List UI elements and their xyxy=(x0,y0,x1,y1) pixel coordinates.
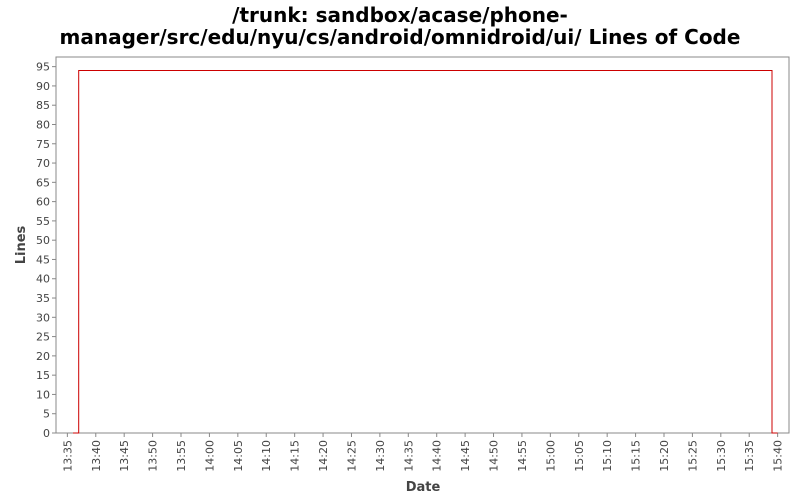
x-tick-label: 14:05 xyxy=(232,440,245,472)
x-tick-label: 15:10 xyxy=(601,440,614,472)
y-axis-label: Lines xyxy=(14,225,29,264)
x-tick-label: 15:05 xyxy=(573,440,586,472)
x-tick-label: 14:00 xyxy=(203,440,216,472)
y-tick-label: 10 xyxy=(36,388,50,401)
x-tick-label: 14:35 xyxy=(402,440,415,472)
x-axis-label: Date xyxy=(406,480,441,495)
x-tick-label: 15:25 xyxy=(686,440,699,472)
x-tick-label: 14:20 xyxy=(317,440,330,472)
series-line-0 xyxy=(73,70,778,434)
x-tick-label: 14:10 xyxy=(260,440,273,472)
plot-area xyxy=(55,56,790,434)
y-tick-label: 45 xyxy=(36,253,50,266)
x-tick-label: 15:35 xyxy=(743,440,756,472)
y-tick-label: 80 xyxy=(36,118,50,131)
y-tick-label: 15 xyxy=(36,369,50,382)
y-tick-label: 90 xyxy=(36,80,50,93)
y-tick-label: 70 xyxy=(36,157,50,170)
chart-title-line-1: /trunk: sandbox/acase/phone- xyxy=(232,3,568,27)
x-tick-label: 13:50 xyxy=(147,440,160,472)
y-tick-label: 25 xyxy=(36,331,50,344)
x-tick-label: 13:40 xyxy=(90,440,103,472)
x-axis: 13:35 13:40 13:45 13:50 13:55 14:00 14:05 14:10… xyxy=(61,433,785,472)
x-tick-label: 13:45 xyxy=(118,440,131,472)
x-tick-label: 13:35 xyxy=(61,440,74,472)
x-tick-label: 14:30 xyxy=(374,440,387,472)
y-tick-label: 55 xyxy=(36,215,50,228)
y-tick-label: 50 xyxy=(36,234,50,247)
x-tick-label: 14:40 xyxy=(431,440,444,472)
y-tick-label: 20 xyxy=(36,350,50,363)
x-tick-label: 14:15 xyxy=(289,440,302,472)
series-group xyxy=(73,70,778,434)
x-tick-label: 15:40 xyxy=(772,440,785,472)
y-tick-label: 0 xyxy=(43,427,50,440)
y-tick-label: 5 xyxy=(43,408,50,421)
y-tick-label: 95 xyxy=(36,61,50,74)
x-tick-label: 13:55 xyxy=(175,440,188,472)
x-tick-label: 15:15 xyxy=(630,440,643,472)
x-tick-label: 15:00 xyxy=(544,440,557,472)
x-tick-label: 14:55 xyxy=(516,440,529,472)
y-tick-label: 85 xyxy=(36,99,50,112)
x-tick-label: 14:45 xyxy=(459,440,472,472)
chart-title-line-2: manager/src/edu/nyu/cs/android/omnidroid… xyxy=(59,25,741,49)
y-tick-label: 30 xyxy=(36,311,50,324)
x-tick-label: 14:50 xyxy=(488,440,501,472)
y-tick-label: 65 xyxy=(36,176,50,189)
y-tick-label: 60 xyxy=(36,196,50,209)
y-tick-label: 35 xyxy=(36,292,50,305)
y-tick-label: 75 xyxy=(36,138,50,151)
x-tick-label: 15:20 xyxy=(658,440,671,472)
y-axis: 0 5 10 15 20 25 30 35 40 45 50 55 60 65 70 75 80 85 90 95 xyxy=(36,61,56,440)
x-tick-label: 15:30 xyxy=(715,440,728,472)
y-tick-label: 40 xyxy=(36,273,50,286)
x-tick-label: 14:25 xyxy=(345,440,358,472)
